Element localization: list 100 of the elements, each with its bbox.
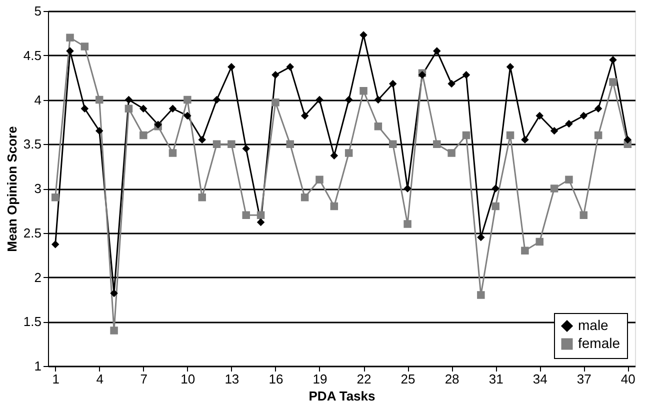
y-tick-label: 3.5: [23, 136, 42, 152]
point: [51, 194, 60, 202]
point: [330, 202, 338, 210]
point: [168, 104, 177, 112]
point: [300, 112, 309, 120]
point: [360, 31, 368, 39]
point: [140, 104, 148, 112]
point: [212, 96, 221, 104]
point: [536, 238, 544, 246]
x-tick-label: 1: [52, 372, 60, 386]
y-axis-title: Mean Opinion Score: [4, 126, 20, 252]
point: [242, 144, 250, 152]
point: [462, 131, 470, 140]
point: [536, 112, 544, 120]
point: [256, 218, 265, 226]
point: [565, 176, 573, 184]
point: [80, 42, 89, 50]
point: [344, 149, 353, 157]
y-tick-label: 1.5: [23, 314, 42, 330]
legend-label: male: [578, 317, 609, 333]
point: [286, 140, 294, 148]
point: [374, 96, 382, 104]
point: [110, 326, 118, 334]
x-axis-title: PDA Tasks: [308, 388, 376, 404]
point: [316, 176, 324, 184]
point: [80, 104, 89, 112]
point: [124, 104, 133, 112]
y-tick-label: 4: [34, 92, 42, 108]
x-tick-label: 34: [532, 372, 548, 386]
point: [51, 240, 60, 248]
point: [521, 246, 529, 254]
x-tick-label: 22: [356, 372, 372, 386]
point: [594, 104, 602, 112]
point: [316, 96, 324, 104]
point: [448, 149, 456, 157]
point: [110, 289, 118, 298]
x-tick-label: 19: [312, 372, 328, 386]
point: [140, 131, 148, 140]
point: [477, 291, 485, 299]
point: [228, 140, 236, 148]
x-tick-label: 13: [224, 372, 240, 386]
point: [594, 131, 602, 140]
x-tick-label: 4: [96, 372, 104, 386]
point: [360, 87, 368, 95]
y-tick-label: 5: [34, 4, 42, 18]
point: [506, 131, 514, 140]
point: [433, 140, 441, 148]
point: [256, 211, 265, 219]
point: [286, 63, 294, 71]
point: [404, 184, 412, 192]
point: [124, 96, 133, 104]
x-tick-label: 7: [140, 372, 148, 386]
point: [404, 220, 412, 228]
point: [580, 112, 588, 120]
point: [300, 194, 309, 202]
point: [242, 211, 250, 219]
legend-label: female: [578, 335, 620, 351]
x-tick-label: 28: [444, 372, 460, 386]
point: [550, 184, 558, 192]
point: [228, 63, 236, 71]
point: [388, 80, 397, 88]
point: [492, 184, 500, 192]
point: [344, 96, 353, 104]
point: [609, 56, 617, 64]
point: [580, 211, 588, 219]
point: [550, 126, 558, 135]
x-tick-label: 31: [488, 372, 504, 386]
x-tick-label: 16: [268, 372, 284, 386]
point: [492, 202, 500, 210]
point: [374, 122, 382, 130]
point: [95, 96, 104, 104]
y-tick-label: 1: [34, 358, 42, 374]
point: [330, 152, 338, 160]
x-tick-label: 40: [620, 372, 636, 386]
x-tick-label: 10: [180, 372, 196, 386]
x-tick-label: 25: [400, 372, 416, 386]
point: [184, 112, 192, 120]
point: [448, 80, 456, 88]
point: [433, 47, 441, 55]
point: [272, 71, 280, 79]
point: [198, 194, 206, 202]
point: [168, 149, 177, 157]
x-tick-label: 37: [576, 372, 592, 386]
point: [388, 140, 397, 148]
point: [521, 136, 529, 144]
point: [565, 120, 573, 128]
point: [272, 98, 280, 106]
point: [184, 96, 192, 104]
point: [624, 136, 632, 144]
point: [198, 136, 206, 144]
y-tick-label: 4.5: [23, 48, 42, 63]
point: [506, 63, 514, 71]
point: [66, 47, 74, 55]
point: [66, 34, 74, 42]
point: [95, 126, 104, 135]
point: [609, 78, 617, 86]
point: [212, 140, 221, 148]
y-tick-label: 2.5: [23, 225, 42, 240]
point: [462, 71, 470, 79]
y-tick-label: 2: [34, 270, 42, 285]
